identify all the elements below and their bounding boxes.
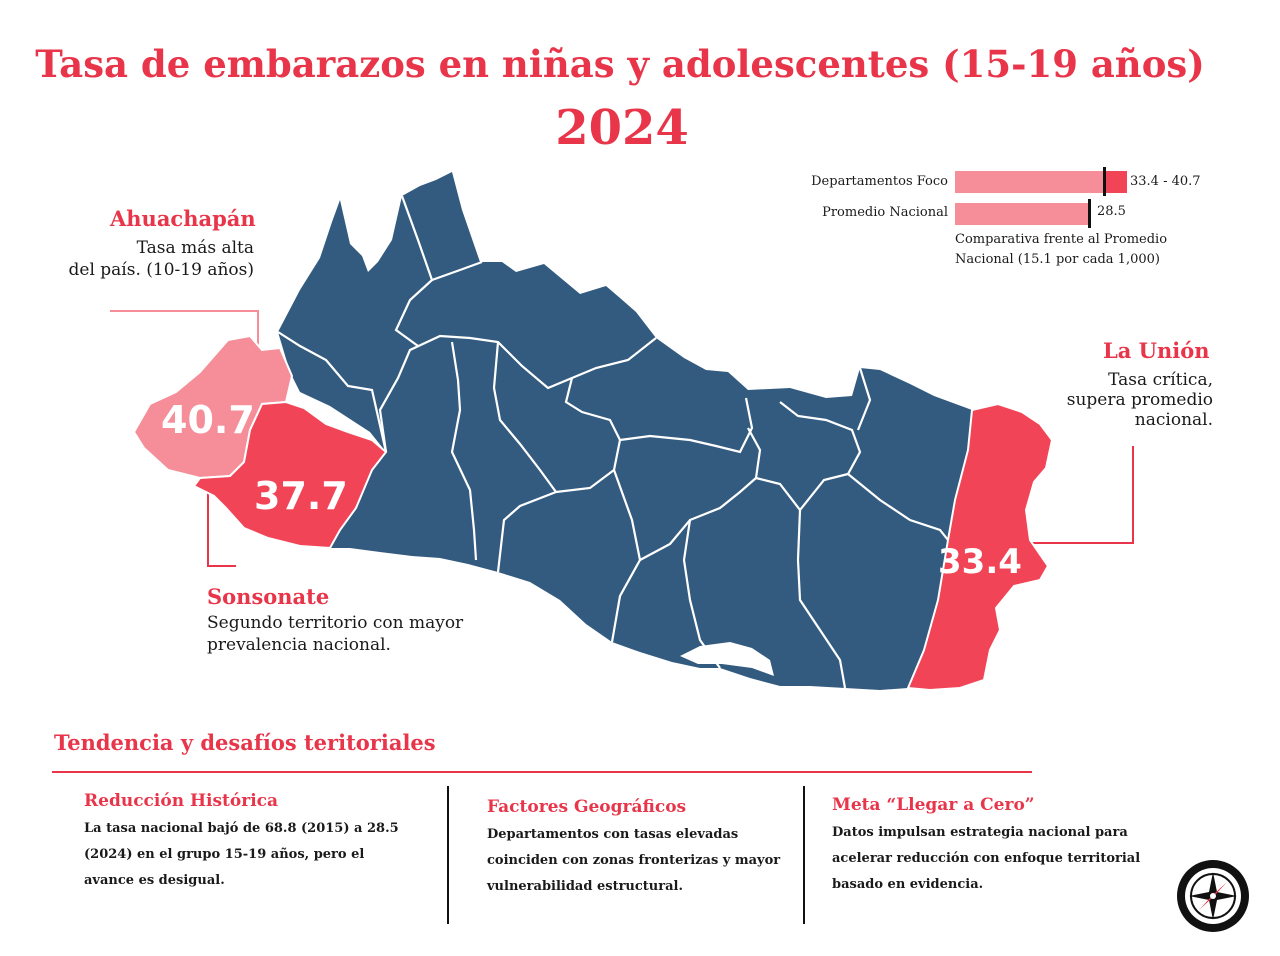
column-divider xyxy=(447,786,449,924)
ahuachapan-connector xyxy=(110,310,259,352)
column-title-factores: Factores Geográficos xyxy=(487,797,687,817)
legend-national-bar xyxy=(955,203,1090,225)
column-text-meta: Datos impulsan estrategia nacional para … xyxy=(832,825,1141,892)
column-title-meta: Meta “Llegar a Cero” xyxy=(832,795,1035,815)
legend-national-tick xyxy=(1088,199,1091,228)
column-divider xyxy=(803,786,805,924)
column-text-factores: Departamentos con tasas elevadas coincid… xyxy=(487,827,781,894)
callout-ahuachapan-title: Ahuachapán xyxy=(110,206,256,231)
region-sonsonate xyxy=(192,400,388,550)
callout-sonsonate-title: Sonsonate xyxy=(207,584,330,609)
legend-national-label: Promedio Nacional xyxy=(822,205,948,220)
legend-focus-bar xyxy=(955,171,1127,193)
legend-national-value: 28.5 xyxy=(1097,204,1126,219)
department-borders xyxy=(277,195,949,689)
legend-focus-tick xyxy=(1103,167,1106,196)
callout-sonsonate-line1: Segundo territorio con mayor xyxy=(207,613,464,633)
callout-la-union-line1: Tasa crítica, xyxy=(1108,370,1213,390)
sonsonate-connector xyxy=(207,487,236,567)
callout-ahuachapan-line1: Tasa más alta xyxy=(136,238,254,258)
la-union-connector xyxy=(1028,446,1134,544)
page-year: 2024 xyxy=(555,100,689,156)
region-la-union xyxy=(906,402,1054,692)
callout-la-union-line2: supera promedio xyxy=(1066,390,1213,410)
compass-icon xyxy=(1177,860,1249,932)
legend-caption: Comparativa frente al Promedio Nacional … xyxy=(955,232,1168,267)
legend-focus-label: Departamentos Foco xyxy=(811,174,948,189)
section-divider xyxy=(52,771,1032,773)
callout-la-union-title: La Unión xyxy=(1103,338,1210,363)
callout-ahuachapan-line2: del país. (10-19 años) xyxy=(68,260,255,280)
ahuachapan-value: 40.7 xyxy=(161,398,255,442)
estuary-shape xyxy=(680,642,774,676)
callout-la-union-line3: nacional. xyxy=(1134,410,1213,430)
la-union-value: 33.4 xyxy=(938,542,1022,582)
column-title-reduccion: Reducción Histórica xyxy=(84,791,279,811)
section-title: Tendencia y desafíos teritoriales xyxy=(54,730,436,755)
legend-focus-bar-excess xyxy=(1105,171,1127,193)
callout-sonsonate-line2: prevalencia nacional. xyxy=(207,635,391,655)
column-text-reduccion: La tasa nacional bajó de 68.8 (2015) a 2… xyxy=(84,821,399,888)
sonsonate-value: 37.7 xyxy=(254,474,348,518)
legend-focus-value: 33.4 - 40.7 xyxy=(1130,174,1201,189)
page-title: Tasa de embarazos en niñas y adolescente… xyxy=(35,42,1205,86)
